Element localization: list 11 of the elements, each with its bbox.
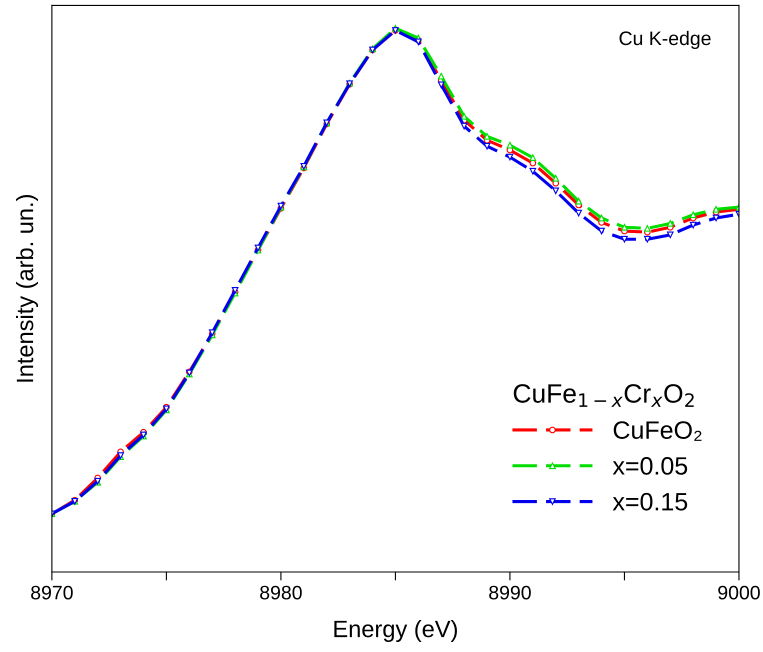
- x-tick-label: 8970: [31, 586, 73, 600]
- legend-label: x=0.05: [612, 457, 688, 475]
- y-axis-title: Intensity (arb. un.): [16, 195, 38, 382]
- x-tick-label: 9000: [718, 586, 760, 600]
- annotation: Cu K-edge: [620, 30, 711, 50]
- x-tick-label: 8990: [489, 586, 531, 600]
- legend-label: CuFeO₂: [614, 421, 702, 441]
- x-tick-label: 8980: [260, 586, 302, 600]
- x-axis-title: Energy (eV): [334, 620, 457, 642]
- legend-label: x=0.15: [612, 492, 688, 511]
- legend-title: CuFe$_{1−x}$Cr$_{x}$O$_{2}$: [514, 384, 694, 407]
